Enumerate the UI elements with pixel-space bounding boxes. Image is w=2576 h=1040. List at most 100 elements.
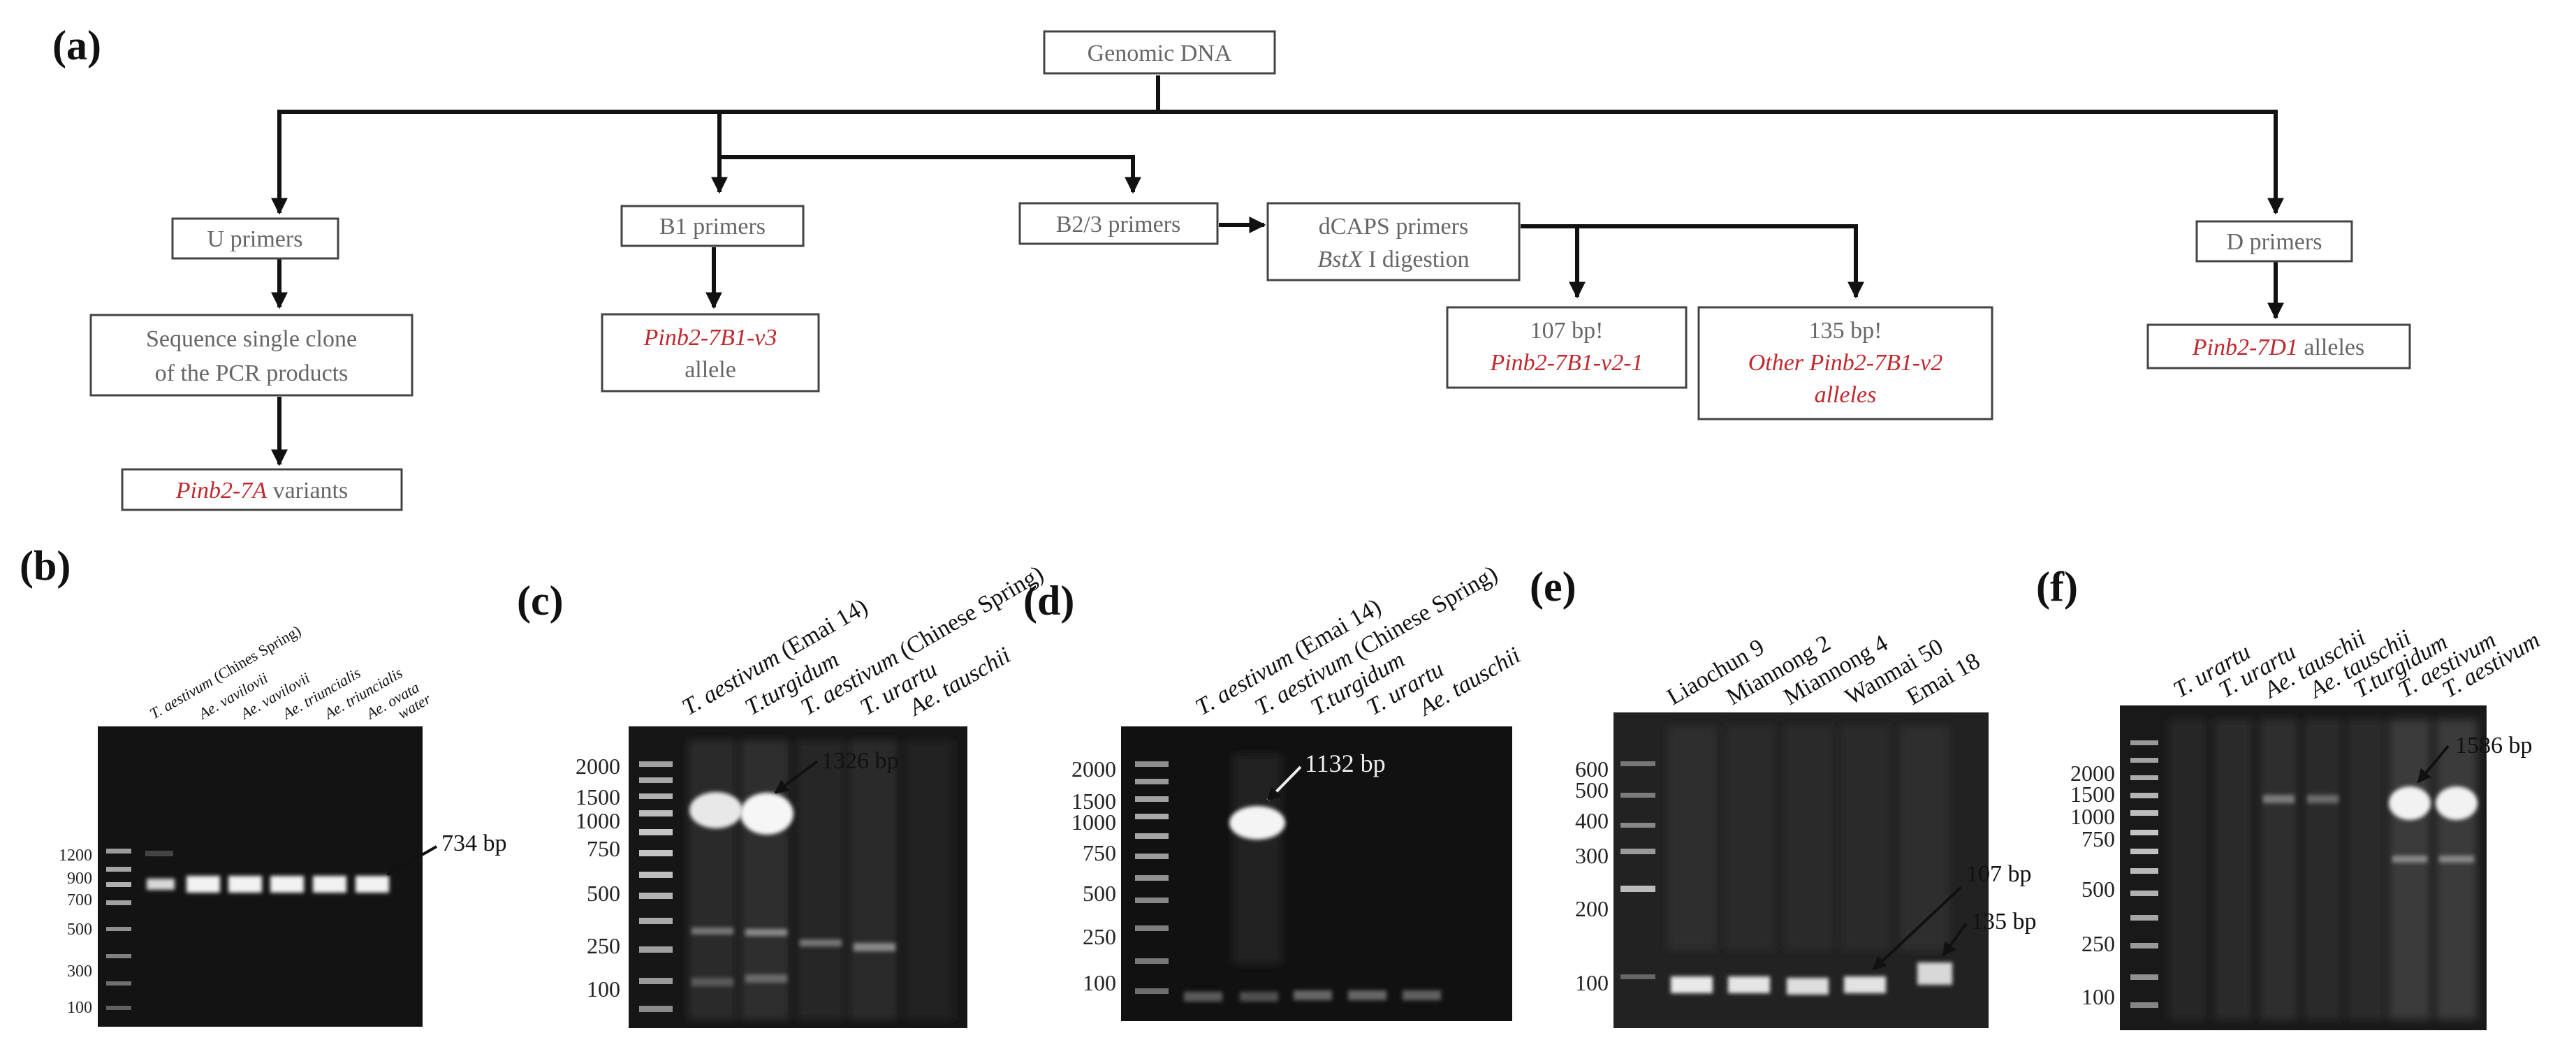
gel-c-lane-labels: T. aestivum (Emai 14) T.turgidum T. aest… [678, 561, 1048, 722]
ladder-b-700: 700 [67, 891, 92, 909]
ladder-e-100: 100 [1575, 970, 1609, 995]
pinb2-7b1-v3-name: Pinb2-7B1-v3 [643, 325, 777, 351]
ladder-e-400: 400 [1575, 808, 1609, 833]
b23-primers-box: B2/3 primers [1018, 202, 1219, 245]
panel-b-letter: (b) [20, 543, 71, 589]
u-primers-box: U primers [171, 217, 339, 260]
ladder-f-1000: 1000 [2070, 804, 2115, 829]
arrow-f [2417, 745, 2450, 784]
flow-connectors [271, 75, 2284, 467]
ladder-b-300: 300 [67, 962, 92, 981]
gel-f-sample-bands [2169, 719, 2478, 1020]
ladder-b-500: 500 [67, 921, 92, 939]
sequence-clone-box: Sequence single clone of the PCR product… [89, 314, 414, 397]
arrow-e-135 [1942, 922, 1968, 957]
ladder-d-100: 100 [1083, 970, 1116, 995]
ladder-d-1500: 1500 [1071, 789, 1116, 814]
panel-a: (a) Genomic DNA U primers [52, 22, 2411, 511]
annotation-f: 1586 bp [2455, 733, 2533, 759]
gel-e-ladder-bands [1620, 761, 1655, 979]
ladder-f-500: 500 [2081, 877, 2115, 902]
result-135-box: 135 bp! Other Pinb2-7B1-v2 alleles [1697, 306, 1993, 420]
pinb2-7a-label: Pinb2-7A variants [175, 478, 348, 504]
ladder-d-1000: 1000 [1071, 810, 1116, 835]
gel-f-lane-labels: T. urartu T. urartu Ae. tauschii Ae. tau… [2169, 625, 2545, 704]
dcaps-line2: BstX I digestion [1317, 247, 1469, 272]
result-135-size: 135 bp! [1809, 318, 1882, 344]
ladder-e-500: 500 [1575, 777, 1609, 803]
gel-d-ladder-bands [1135, 761, 1169, 994]
gel-f-ladder-bands [2130, 740, 2158, 1008]
arrow-e-107 [1872, 886, 1963, 971]
gel-c-ladder-labels: 2000 1500 1000 750 500 250 100 [576, 754, 620, 1002]
dcaps-box: dCAPS primers BstX I digestion [1266, 202, 1521, 281]
gel-c-ladder-bands [639, 761, 673, 1012]
ladder-c-500: 500 [587, 881, 620, 906]
ladder-c-100: 100 [587, 976, 620, 1002]
b1-primers-label: B1 primers [659, 214, 766, 240]
ladder-f-750: 750 [2081, 826, 2115, 851]
pinb2-7a-box: Pinb2-7A variants [121, 468, 403, 511]
genomic-dna-box: Genomic DNA [1043, 30, 1276, 75]
gel-e-sample-bands [1668, 726, 1952, 995]
ladder-b-1200: 1200 [59, 847, 92, 865]
annotation-e-107: 107 bp [1966, 861, 2032, 887]
ladder-b-100: 100 [67, 999, 92, 1017]
gel-d-ladder-labels: 2000 1500 1000 750 500 250 100 [1071, 756, 1116, 995]
ladder-f-250: 250 [2081, 931, 2115, 956]
d-primers-box: D primers [2195, 220, 2353, 263]
arrow-c [774, 760, 819, 794]
arrow-b [386, 845, 437, 876]
annotation-e-135: 135 bp [1971, 909, 2037, 935]
ladder-d-500: 500 [1083, 881, 1116, 906]
gel-b-sample-bands [145, 851, 389, 893]
panel-e-letter: (e) [1530, 564, 1576, 610]
annotation-c: 1326 bp [821, 748, 899, 774]
panel-d: (d) 2000 1500 1000 7 [1023, 561, 1525, 1021]
gel-d [1121, 726, 1512, 1021]
gel-e-lane-labels: Liaochun 9 Miannong 2 Miannong 4 Wanmai … [1663, 630, 1984, 710]
d-primers-label: D primers [2227, 229, 2322, 255]
panel-f-letter: (f) [2036, 564, 2078, 610]
panel-d-letter: (d) [1023, 578, 1074, 624]
annotation-b: 734 bp [441, 830, 507, 856]
ladder-d-750: 750 [1083, 840, 1116, 865]
ladder-b-900: 900 [67, 870, 92, 888]
panel-b: (b) 1200 900 700 500 300 100 [20, 543, 507, 1027]
ladder-e-600: 600 [1575, 756, 1609, 782]
panel-f: (f) [2036, 564, 2545, 1030]
gel-b-ladder-bands [106, 849, 131, 1010]
gel-b-lane-labels: T. aestivum (Chines Spring) Ae. vavilovi… [147, 622, 434, 723]
ladder-c-750: 750 [587, 836, 620, 861]
gel-b-ladder-labels: 1200 900 700 500 300 100 [59, 847, 92, 1017]
panel-a-letter: (a) [52, 22, 101, 68]
ladder-c-2000: 2000 [576, 754, 620, 779]
gel-d-lane-labels: T. aestivum (Emai 14) T. aestivum (Chine… [1192, 561, 1525, 722]
sequence-clone-line1: Sequence single clone [146, 326, 357, 352]
ladder-c-1000: 1000 [576, 808, 620, 833]
ladder-e-300: 300 [1575, 843, 1609, 868]
panel-c-letter: (c) [517, 578, 564, 624]
pinb2-7b1-v3-rest: allele [685, 357, 736, 383]
panel-c: (c) [517, 561, 1048, 1028]
gel-f-ladder-labels: 2000 1500 1000 750 500 250 100 [2070, 761, 2115, 1009]
result-135-line2: alleles [1815, 382, 1877, 408]
pinb2-7d1-label: Pinb2-7D1 alleles [2192, 335, 2364, 360]
dcaps-line1: dCAPS primers [1319, 214, 1468, 240]
ladder-d-2000: 2000 [1071, 756, 1116, 782]
result-107-name: Pinb2-7B1-v2-1 [1489, 350, 1643, 376]
pinb2-7d1-box: Pinb2-7D1 alleles [2146, 323, 2411, 369]
result-107-size: 107 bp! [1530, 318, 1604, 344]
annotation-d: 1132 bp [1305, 749, 1386, 777]
ladder-f-2000: 2000 [2070, 761, 2115, 786]
panel-e: (e) 600 500 400 300 200 [1530, 564, 2037, 1028]
result-135-line1: Other Pinb2-7B1-v2 [1748, 350, 1943, 376]
result-107-box: 107 bp! Pinb2-7B1-v2-1 [1446, 306, 1688, 389]
gel-c-sample-bands [688, 740, 953, 1020]
genomic-dna-label: Genomic DNA [1088, 41, 1232, 66]
u-primers-label: U primers [207, 226, 303, 252]
b23-primers-label: B2/3 primers [1056, 212, 1180, 237]
ladder-e-200: 200 [1575, 896, 1609, 921]
ladder-f-1500: 1500 [2070, 782, 2115, 807]
